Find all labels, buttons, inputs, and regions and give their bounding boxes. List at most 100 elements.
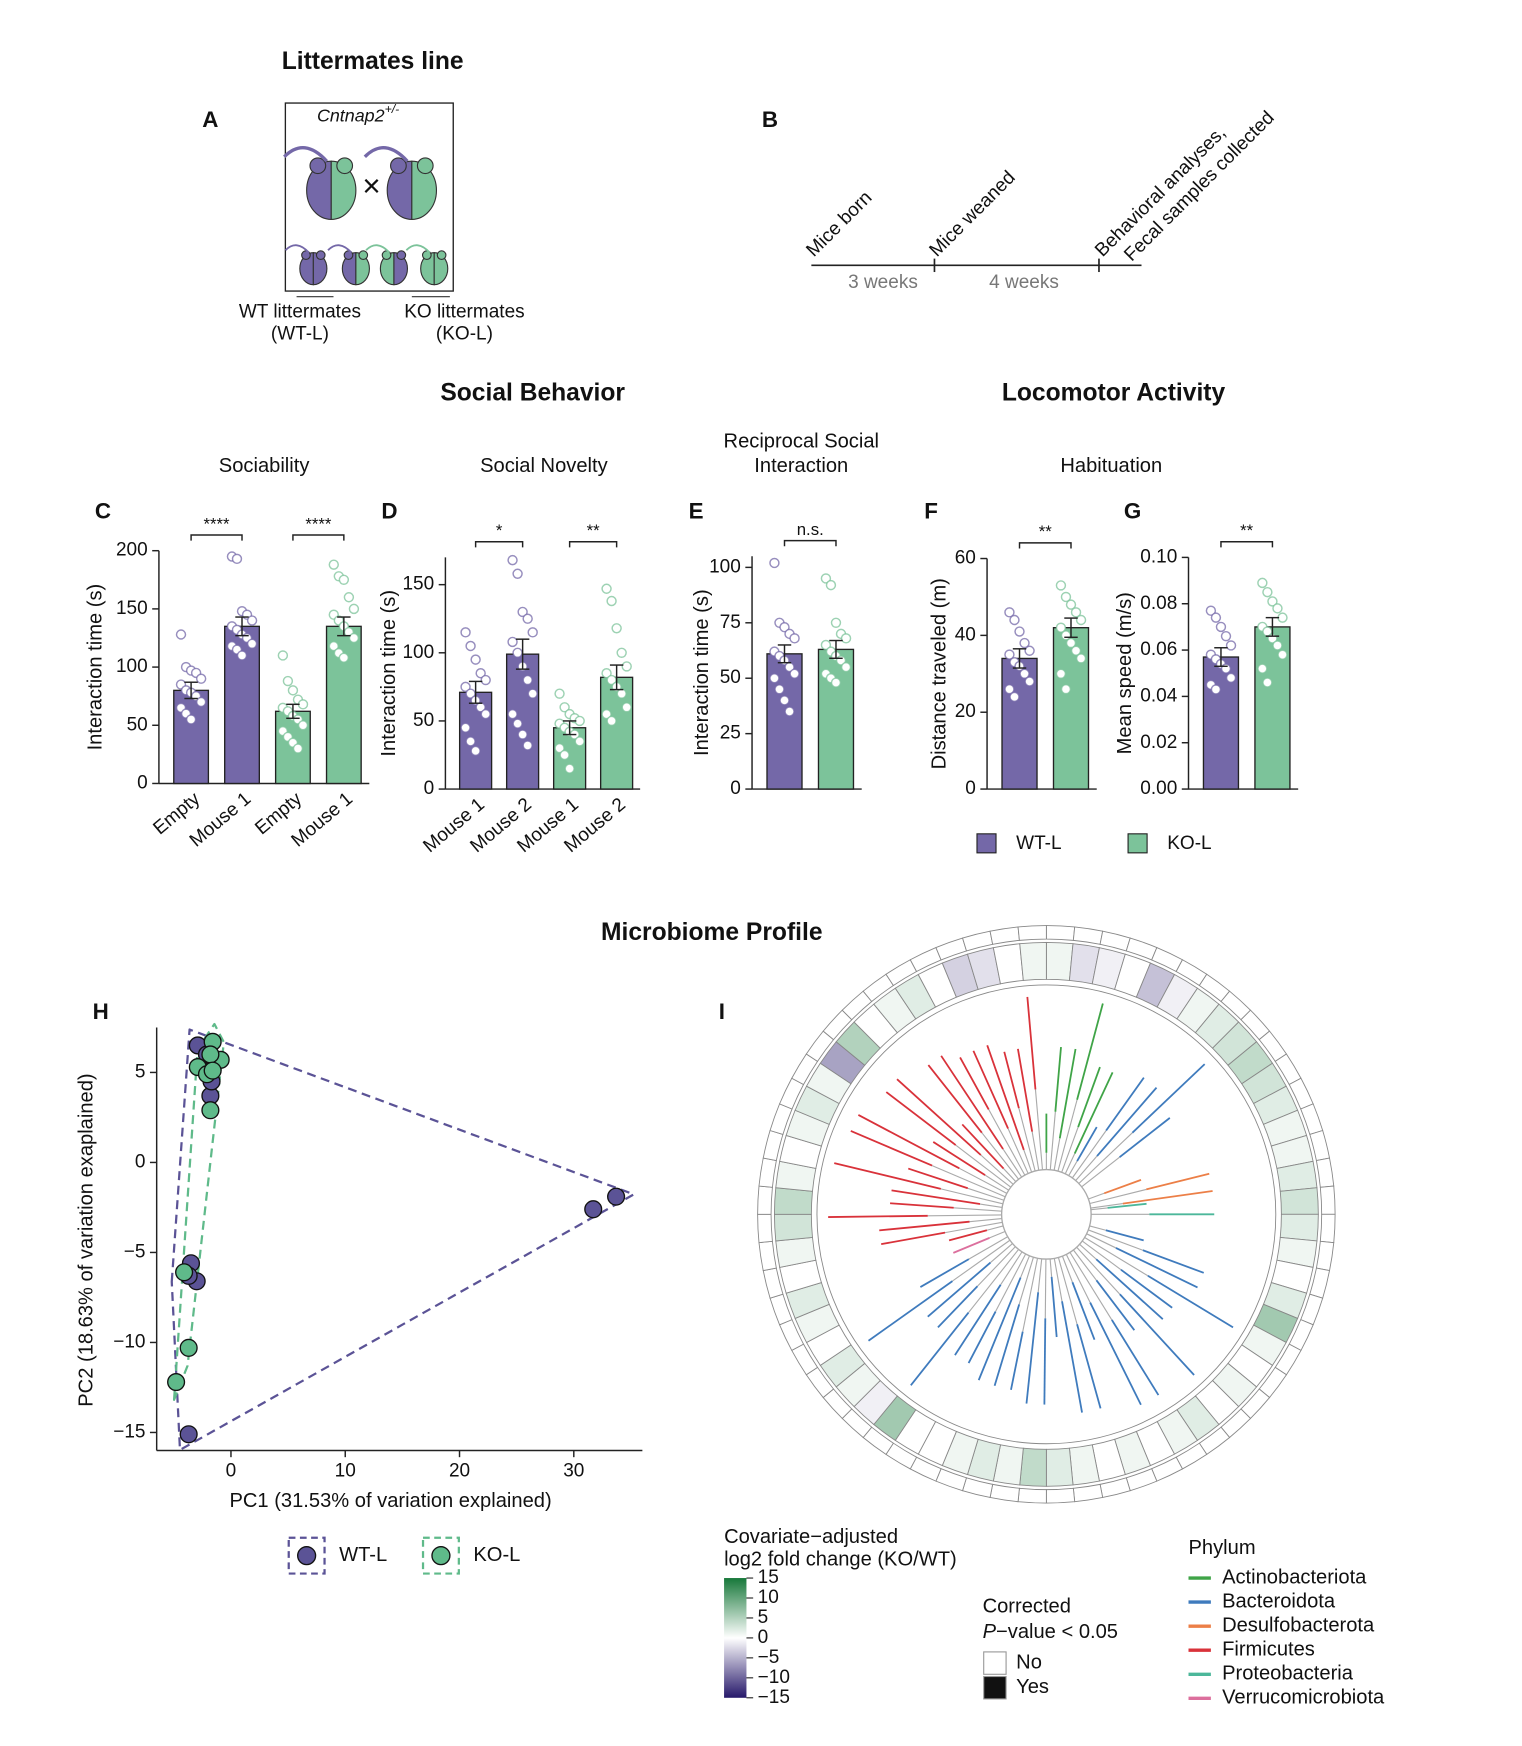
tree-branch bbox=[834, 1162, 942, 1190]
error-bar bbox=[235, 616, 249, 637]
tree-stem bbox=[967, 1187, 1005, 1201]
data-point bbox=[1024, 645, 1035, 656]
tree-branch bbox=[1115, 1247, 1198, 1289]
y-tick-label: 0 bbox=[135, 1151, 146, 1172]
tree-stem bbox=[952, 1239, 1011, 1282]
tree-branch bbox=[910, 1312, 970, 1386]
tree-stem bbox=[979, 1203, 1003, 1209]
y-tick-label: 0.08 bbox=[1140, 593, 1177, 614]
legend-box bbox=[421, 1536, 460, 1575]
tree-branch bbox=[1076, 1126, 1098, 1162]
significance-label: **** bbox=[203, 514, 230, 533]
p-rest: −value < 0.05 bbox=[996, 1621, 1118, 1643]
data-point bbox=[611, 623, 622, 634]
data-point bbox=[470, 654, 481, 665]
bar bbox=[505, 653, 540, 790]
x-tick-label: 10 bbox=[335, 1461, 356, 1482]
tree-branch bbox=[828, 1214, 928, 1218]
legend-swatch bbox=[976, 833, 997, 854]
tree-branch bbox=[881, 1231, 946, 1246]
tree-stem bbox=[940, 1188, 1003, 1205]
tree-stem bbox=[1084, 1237, 1149, 1277]
y-tick-label: 0.10 bbox=[1140, 546, 1177, 567]
x-tick-label: 20 bbox=[449, 1461, 470, 1482]
y-axis-label: Interaction time (s) bbox=[85, 584, 107, 751]
tree-branch bbox=[1105, 1229, 1144, 1242]
data-point bbox=[784, 706, 795, 717]
ko-label: (KO-L) bbox=[436, 324, 493, 345]
data-point bbox=[348, 632, 360, 644]
tree-branch bbox=[1010, 1331, 1024, 1391]
tree-stem bbox=[1018, 1108, 1036, 1172]
phylum-title: Phylum bbox=[1189, 1537, 1256, 1559]
tree-branch bbox=[850, 1130, 933, 1167]
event: Fecal samples collected bbox=[1120, 107, 1278, 265]
tree-branch bbox=[993, 1304, 1021, 1387]
p-italic: P bbox=[983, 1621, 997, 1643]
tree-branch bbox=[896, 1078, 982, 1156]
tree-branch bbox=[885, 1091, 957, 1146]
data-point bbox=[338, 574, 350, 585]
data-point bbox=[1220, 663, 1232, 674]
tree-stem bbox=[1081, 1156, 1120, 1188]
phylum-label: Bacteroidota bbox=[1222, 1590, 1336, 1612]
data-point bbox=[1210, 684, 1222, 695]
panel-letter: C bbox=[95, 499, 111, 524]
pvalue-label: No bbox=[1016, 1651, 1042, 1673]
error-bar bbox=[562, 720, 577, 736]
significance-bracket bbox=[1018, 542, 1072, 549]
error-bar bbox=[1012, 648, 1027, 669]
pvalue-cell bbox=[1099, 930, 1131, 952]
tree-stem bbox=[1057, 1099, 1078, 1172]
tree-stem bbox=[1031, 1131, 1040, 1171]
significance-label: n.s. bbox=[797, 520, 824, 539]
tree-stem bbox=[1088, 1229, 1144, 1251]
data-point bbox=[287, 685, 299, 696]
event: Mice weaned bbox=[926, 167, 1020, 261]
scatter-point bbox=[179, 1338, 198, 1357]
panel-letter: E bbox=[689, 499, 704, 524]
pvalue-cell bbox=[1072, 926, 1104, 945]
tree-stem bbox=[1020, 1255, 1030, 1278]
data-point bbox=[574, 715, 585, 727]
y-axis-label: PC2 (18.63% of variation exaplained) bbox=[76, 1073, 98, 1406]
interval: 4 weeks bbox=[989, 272, 1059, 293]
wt-label: (WT-L) bbox=[271, 324, 329, 345]
panel-letter: G bbox=[1124, 499, 1141, 524]
significance-label: * bbox=[496, 521, 503, 540]
data-point bbox=[1272, 603, 1283, 614]
tree-branch bbox=[1142, 1249, 1205, 1274]
tree-stem bbox=[1018, 1257, 1034, 1305]
scatter-point bbox=[179, 1425, 198, 1444]
data-point bbox=[789, 633, 800, 644]
data-point bbox=[621, 661, 632, 672]
tree-branch bbox=[954, 1284, 1002, 1356]
pvalue-cell bbox=[961, 930, 994, 952]
data-point bbox=[517, 606, 528, 618]
data-point bbox=[1014, 626, 1025, 637]
mouse-ear bbox=[416, 157, 434, 175]
data-point bbox=[1055, 622, 1067, 633]
tree-stem bbox=[1053, 1138, 1061, 1171]
tree-branch bbox=[1076, 1324, 1102, 1409]
tree-stem bbox=[1069, 1252, 1113, 1321]
ring-cell bbox=[1045, 941, 1074, 981]
ring-cell bbox=[1045, 1447, 1074, 1487]
tree-stem bbox=[1090, 1207, 1108, 1211]
data-point bbox=[1075, 614, 1087, 626]
tree-branch bbox=[867, 1280, 953, 1342]
data-point bbox=[601, 583, 612, 594]
tree-branch bbox=[879, 1220, 970, 1232]
data-point bbox=[195, 696, 207, 708]
mouse-tail bbox=[284, 244, 310, 254]
error-bar bbox=[468, 680, 483, 704]
data-point bbox=[480, 708, 491, 720]
tree-stem bbox=[1088, 1192, 1105, 1200]
tree-branch bbox=[1026, 996, 1037, 1090]
legend-label: WT-L bbox=[1016, 833, 1061, 854]
data-point bbox=[1267, 596, 1278, 607]
data-point bbox=[1272, 640, 1283, 651]
tree-stem bbox=[1076, 1246, 1121, 1295]
pvalue-swatch bbox=[983, 1651, 1007, 1675]
phylum-label: Firmicutes bbox=[1222, 1639, 1315, 1661]
